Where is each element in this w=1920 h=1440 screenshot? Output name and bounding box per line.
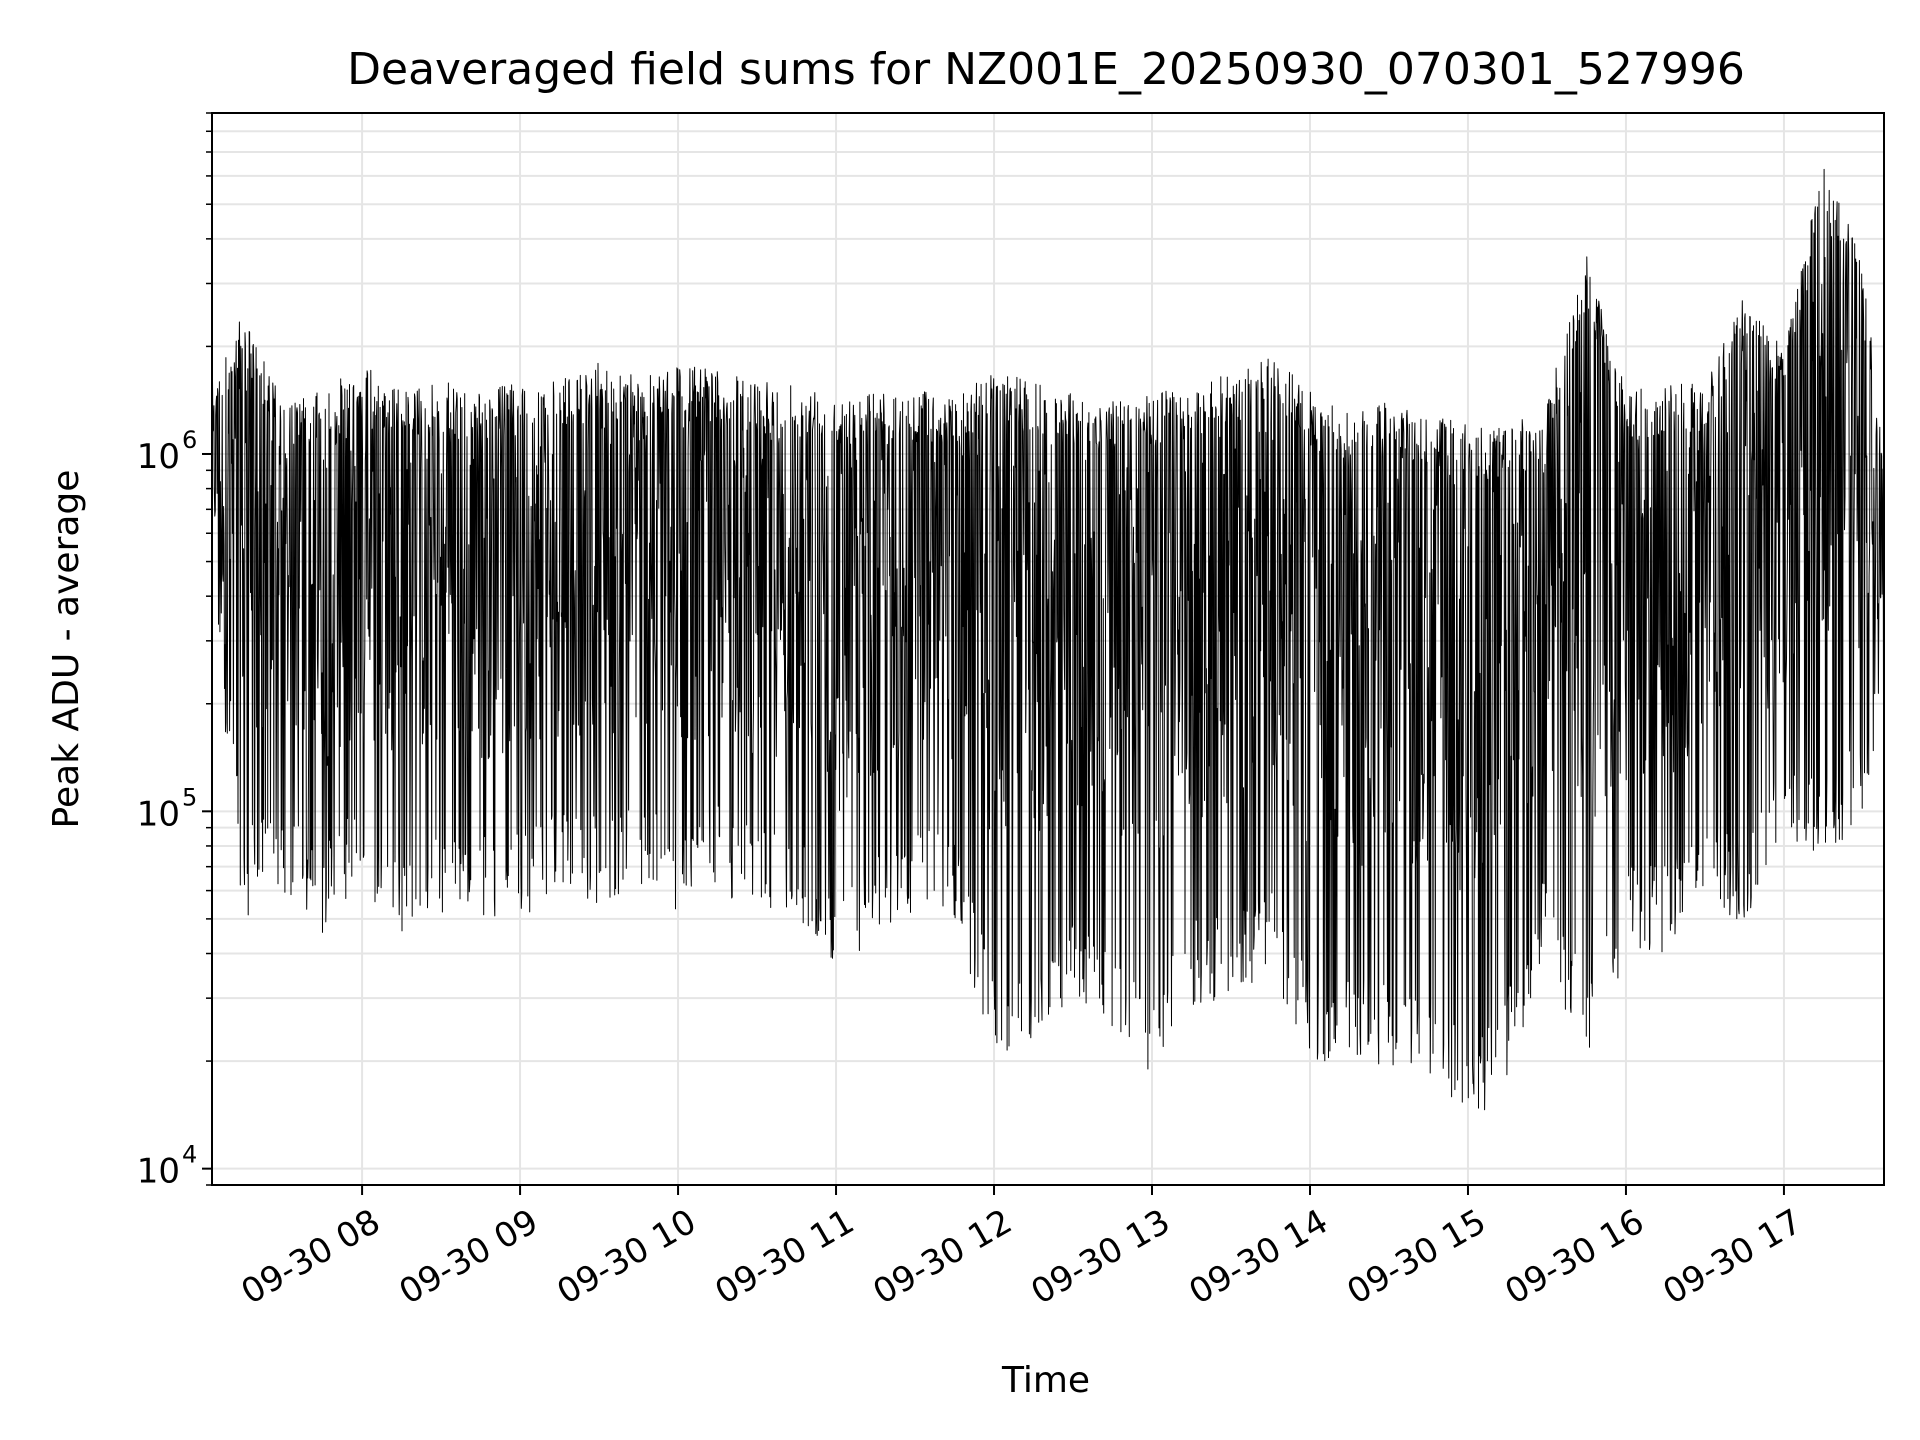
series-line [211,168,1885,1111]
plot-frame [211,112,1885,1186]
series-layer [211,168,1885,1111]
y-tick-label: 10 [137,437,180,477]
plot-area [211,112,1885,1186]
y-tick-label-exponent: 6 [182,426,197,454]
y-tick-label: 10 [137,1152,180,1192]
y-axis-label: Peak ADU - average [46,470,87,829]
y-tick-label-exponent: 4 [182,1141,197,1169]
y-tick-label: 10 [137,794,180,834]
y-tick-label-exponent: 5 [182,783,197,811]
chart-title: Deaveraged field sums for NZ001E_2025093… [347,44,1745,95]
x-axis-label: Time [1001,1360,1090,1401]
